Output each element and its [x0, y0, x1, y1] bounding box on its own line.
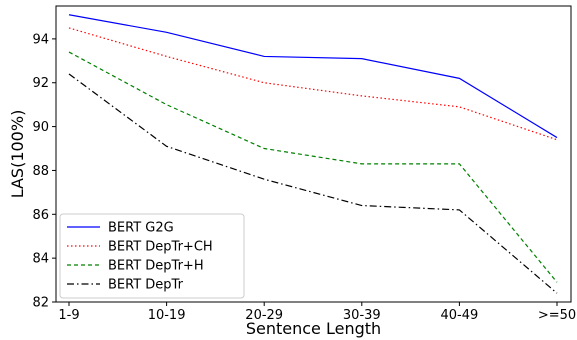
legend: BERT G2G BERT DepTr+CH BERT DepTr+H BERT De…	[59, 213, 245, 299]
legend-box	[59, 213, 245, 299]
plot-frame	[55, 5, 572, 303]
plot-border	[55, 5, 572, 303]
legend-label-1: BERT DepTr+CH	[108, 240, 213, 255]
series-line-2	[68, 51, 558, 283]
x-tick-label: >=50	[538, 308, 576, 323]
legend-label-2: BERT DepTr+H	[108, 259, 204, 274]
y-tick-label: 86	[32, 208, 49, 223]
series-lines	[68, 14, 558, 294]
x-axis: 1-9 10-19 20-29 30-39 40-49 >=50	[58, 302, 576, 323]
series-line-0	[68, 14, 558, 139]
y-axis: 82 84 86 88 90 92 94	[32, 32, 56, 311]
y-tick-label: 84	[32, 252, 49, 267]
y-tick-label: 92	[32, 76, 49, 91]
x-tick-label: 20-29	[245, 308, 283, 323]
x-tick-label: 1-9	[58, 308, 79, 323]
y-tick-label: 94	[32, 32, 49, 47]
y-tick-label: 82	[32, 296, 49, 311]
x-tick-label: 10-19	[148, 308, 186, 323]
y-axis-label: LAS(100%)	[8, 110, 27, 199]
x-tick-label: 40-49	[441, 308, 479, 323]
y-tick-label: 88	[32, 164, 49, 179]
x-tick-label: 30-39	[343, 308, 381, 323]
series-line-1	[68, 27, 558, 141]
legend-label-3: BERT DepTr	[108, 278, 184, 293]
y-tick-label: 90	[32, 120, 49, 135]
legend-label-0: BERT G2G	[108, 221, 174, 236]
x-axis-label: Sentence Length	[246, 319, 381, 338]
